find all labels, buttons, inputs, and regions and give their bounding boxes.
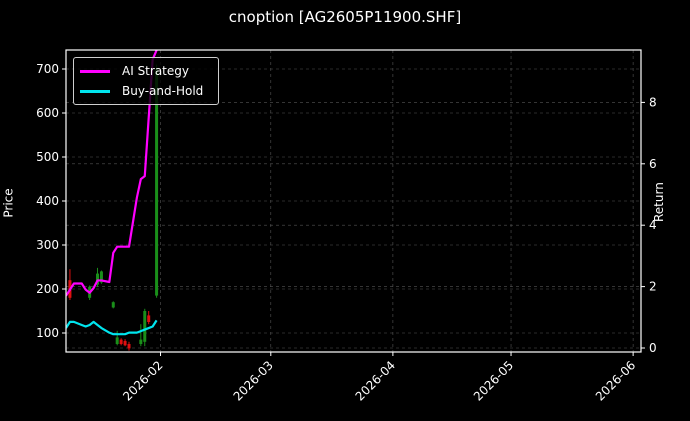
y-tick-label: 300 xyxy=(36,238,59,252)
candle-body xyxy=(115,337,119,344)
y-tick-label: 600 xyxy=(36,106,59,120)
y-tick-label: 200 xyxy=(36,282,59,296)
x-tick-label: 2026-05 xyxy=(471,358,516,403)
legend-label: Buy-and-Hold xyxy=(122,84,204,98)
y-right-tick-label: 0 xyxy=(649,341,657,355)
legend-swatch-ai-strategy xyxy=(80,69,110,73)
y-right-tick-label: 6 xyxy=(649,157,657,171)
candle-body xyxy=(96,273,100,285)
y-tick-label: 400 xyxy=(36,194,59,208)
plot-frame xyxy=(65,49,642,353)
candle-body xyxy=(143,311,147,342)
y-axis-left-label: Price xyxy=(1,188,16,218)
y-tick-label: 500 xyxy=(36,150,59,164)
y-axis-right-label: Return xyxy=(652,182,666,222)
candle-body xyxy=(119,339,123,344)
y-tick-label: 700 xyxy=(36,62,59,76)
candle-body xyxy=(155,69,159,296)
candle-body xyxy=(147,315,151,322)
candle-body xyxy=(139,339,143,344)
legend-swatch-buy-and-hold xyxy=(80,89,110,93)
chart-title: cnoption [AG2605P11900.SHF] xyxy=(228,8,462,26)
ai-strategy-line xyxy=(66,50,158,297)
candle-body xyxy=(111,302,115,308)
x-tick-label: 2026-04 xyxy=(353,358,398,403)
candle-body xyxy=(127,344,131,349)
y-right-tick-label: 8 xyxy=(649,95,657,109)
x-tick-label: 2026-03 xyxy=(231,358,276,403)
legend-label: AI Strategy xyxy=(122,64,189,78)
x-tick-label: 2026-02 xyxy=(120,358,165,403)
legend-item-buy-and-hold: Buy-and-Hold xyxy=(80,83,203,99)
y-right-tick-label: 2 xyxy=(649,280,657,294)
legend-item-ai-strategy: AI Strategy xyxy=(80,63,189,79)
buy-and-hold-line xyxy=(66,319,158,336)
candle-body xyxy=(99,271,103,283)
y-tick-label: 100 xyxy=(36,326,59,340)
candle-body xyxy=(123,340,127,346)
x-tick-label: 2026-06 xyxy=(593,358,638,403)
y-right-tick-label: 4 xyxy=(649,218,657,232)
legend: AI Strategy Buy-and-Hold xyxy=(73,57,219,105)
